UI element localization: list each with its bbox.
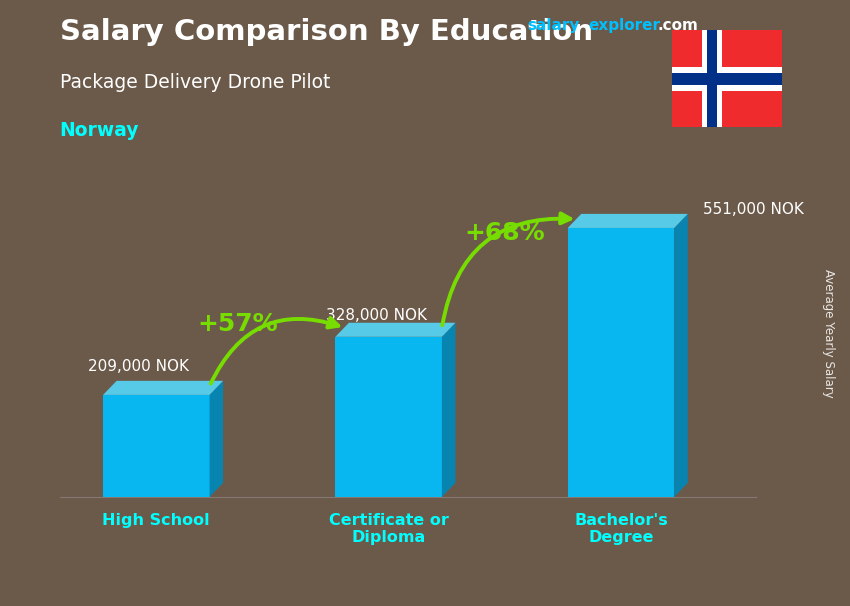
Text: Norway: Norway — [60, 121, 139, 140]
Text: salary: salary — [527, 18, 580, 33]
Polygon shape — [568, 228, 674, 497]
Polygon shape — [672, 30, 782, 127]
Text: Salary Comparison By Education: Salary Comparison By Education — [60, 18, 592, 46]
Polygon shape — [336, 337, 442, 497]
Polygon shape — [672, 73, 782, 85]
Text: Average Yearly Salary: Average Yearly Salary — [822, 269, 836, 398]
Text: Package Delivery Drone Pilot: Package Delivery Drone Pilot — [60, 73, 330, 92]
Polygon shape — [701, 30, 722, 127]
Polygon shape — [210, 381, 223, 497]
Polygon shape — [706, 30, 717, 127]
Polygon shape — [672, 67, 782, 91]
Text: 551,000 NOK: 551,000 NOK — [703, 202, 804, 218]
Polygon shape — [674, 214, 688, 497]
Text: 209,000 NOK: 209,000 NOK — [88, 359, 189, 374]
Text: +68%: +68% — [464, 221, 545, 245]
Text: .com: .com — [658, 18, 699, 33]
Polygon shape — [103, 395, 210, 497]
Polygon shape — [568, 214, 688, 228]
Polygon shape — [103, 381, 223, 395]
Polygon shape — [336, 323, 456, 337]
Text: +57%: +57% — [197, 311, 278, 336]
Polygon shape — [442, 323, 456, 497]
Text: 328,000 NOK: 328,000 NOK — [326, 308, 427, 323]
Text: explorer: explorer — [588, 18, 660, 33]
